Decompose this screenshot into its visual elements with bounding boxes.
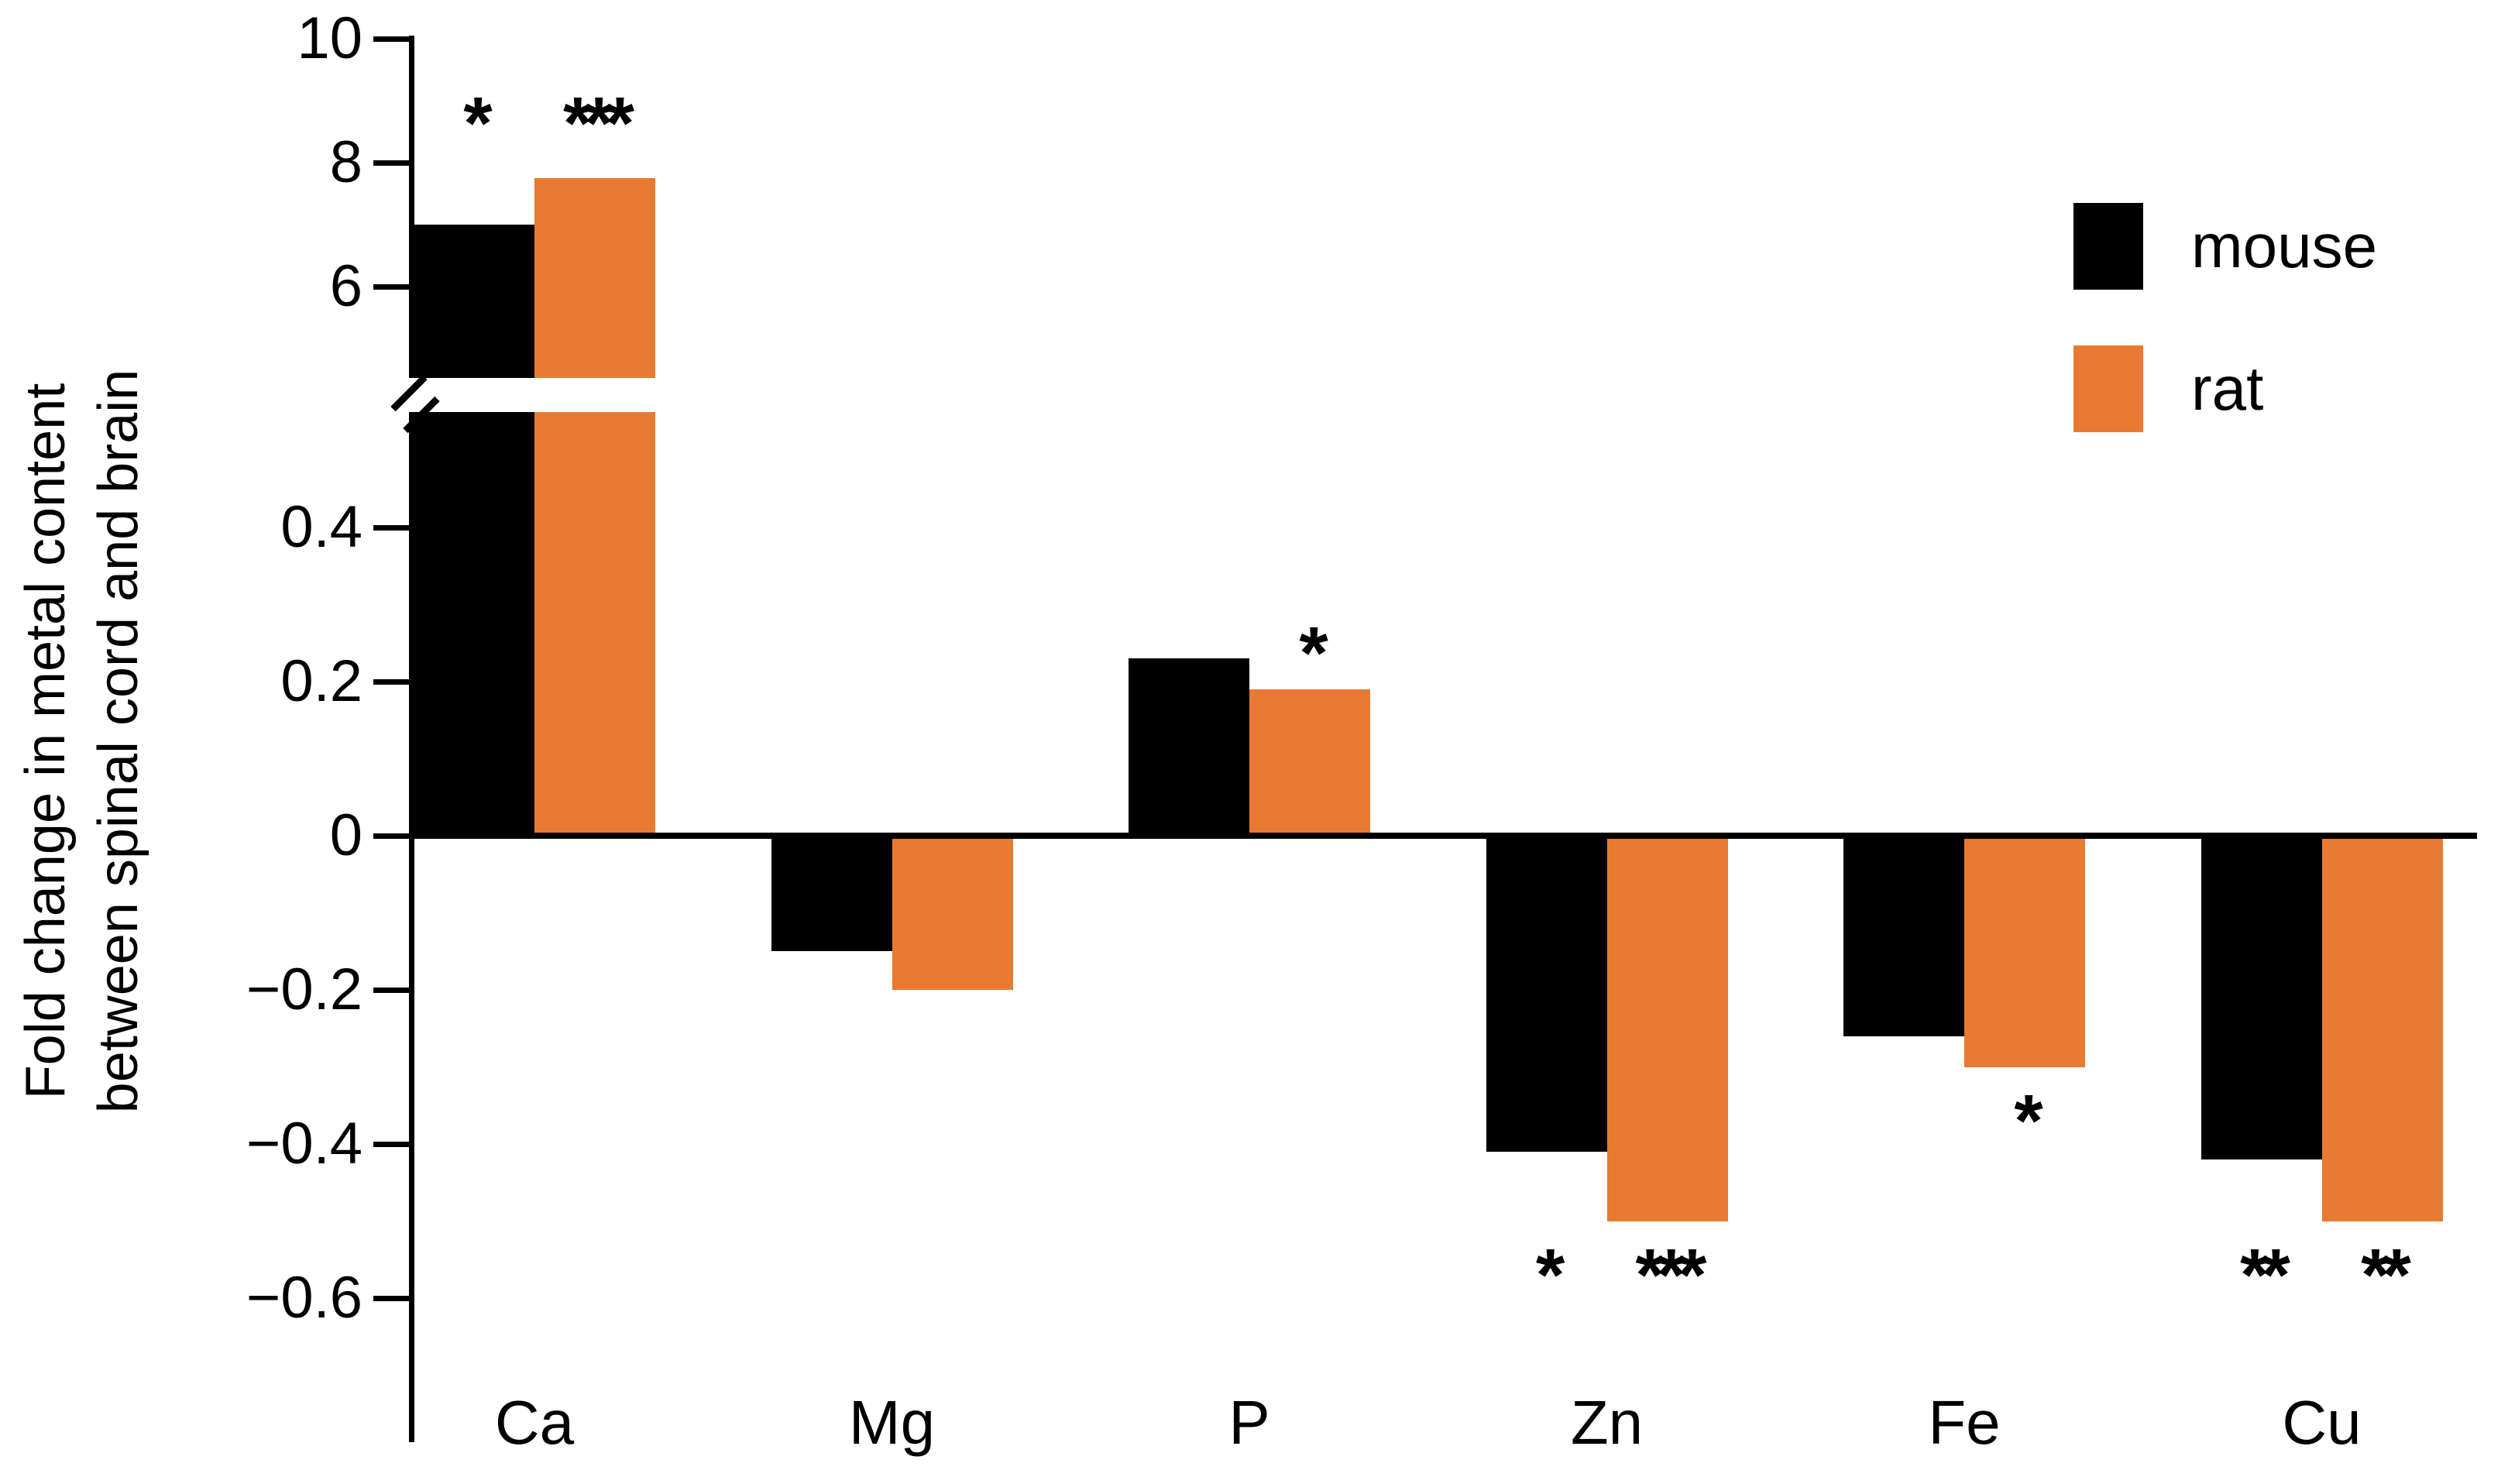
y-axis [409, 36, 414, 1442]
y-axis-tick-0 [373, 833, 414, 839]
bar-cu-rat [2321, 834, 2443, 1221]
bar-cu-mouse [2201, 834, 2322, 1159]
legend-label-mouse: mouse [2191, 211, 2378, 280]
bar-fe-mouse [1843, 834, 1964, 1036]
bar-zn-rat [1606, 834, 1728, 1221]
bar-mg-rat [892, 834, 1013, 990]
bar-ca-mouse [414, 225, 534, 837]
significance-marker-zn-mouse: * [1535, 1233, 1565, 1317]
y-axis-tick-label: −0.4 [246, 1111, 362, 1177]
significance-marker-zn-rat: *** [1635, 1233, 1706, 1317]
x-axis-label-cu: Cu [2282, 1388, 2362, 1457]
y-axis-tick-10 [373, 36, 414, 42]
legend-entry-rat: rat [2073, 345, 2377, 432]
y-axis-tick-label: 0 [329, 802, 362, 868]
y-axis-tick-0.2 [373, 679, 414, 685]
bar-mg-mouse [771, 834, 892, 952]
x-axis [409, 833, 2477, 839]
y-axis-tick-minus-0.2 [373, 988, 414, 993]
legend: mouse rat [2073, 203, 2377, 432]
legend-entry-mouse: mouse [2073, 203, 2377, 290]
significance-marker-p-rat: * [1299, 611, 1328, 695]
bar-ca-rat [534, 178, 655, 837]
bar-fe-rat [1964, 834, 2085, 1067]
significance-marker-ca-mouse: * [463, 82, 492, 165]
x-axis-label-fe: Fe [1928, 1388, 2001, 1457]
y-axis-tick-minus-0.4 [373, 1142, 414, 1147]
y-axis-tick-label: 6 [329, 253, 362, 319]
y-axis-tick-label: 0.2 [280, 648, 362, 714]
x-axis-label-mg: Mg [848, 1388, 936, 1457]
y-axis-tick-label: 0.4 [280, 494, 362, 560]
x-axis-label-p: P [1228, 1388, 1270, 1457]
significance-marker-fe-rat: * [2014, 1079, 2042, 1163]
bar-zn-mouse [1486, 834, 1607, 1152]
y-axis-tick-6 [373, 284, 414, 290]
y-axis-tick-label: −0.6 [246, 1265, 362, 1331]
bar-p-mouse [1129, 658, 1249, 837]
legend-swatch-rat [2073, 345, 2143, 432]
y-axis-tick-8 [373, 160, 414, 166]
y-axis-tick-label: 10 [297, 5, 362, 71]
y-axis-tick-0.4 [373, 525, 414, 531]
legend-label-rat: rat [2191, 354, 2264, 423]
x-axis-label-ca: Ca [494, 1388, 575, 1457]
y-axis-tick-label: −0.2 [246, 957, 362, 1022]
significance-marker-ca-rat: *** [562, 82, 634, 165]
significance-marker-cu-rat: ** [2361, 1233, 2411, 1317]
significance-marker-cu-mouse: ** [2240, 1233, 2290, 1317]
legend-swatch-mouse [2073, 203, 2143, 290]
x-axis-label-zn: Zn [1570, 1388, 1644, 1457]
bar-p-rat [1249, 689, 1370, 837]
y-axis-tick-label: 8 [329, 129, 362, 195]
y-axis-tick-minus-0.6 [373, 1296, 414, 1301]
